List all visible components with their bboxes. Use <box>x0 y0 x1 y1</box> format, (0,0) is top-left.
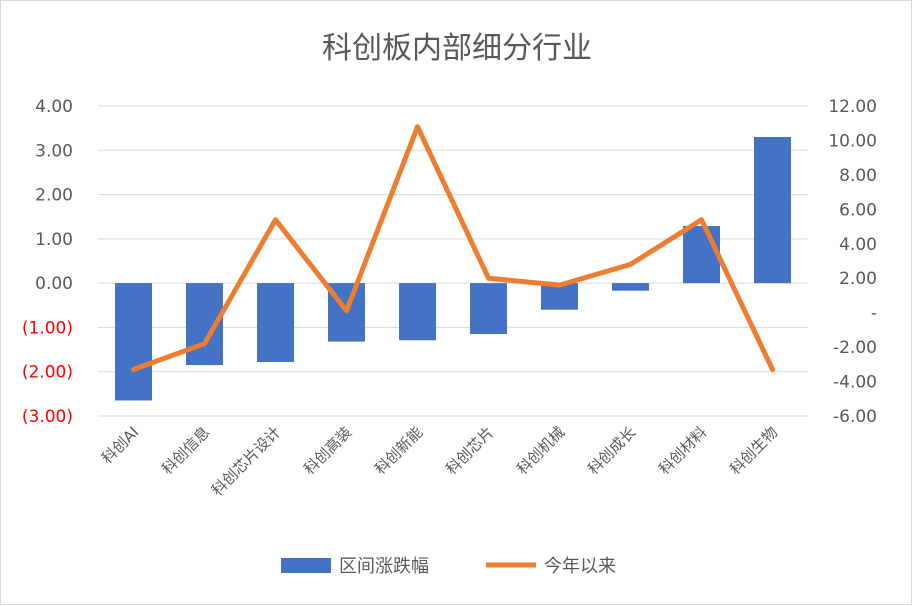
category-label: 科创机械 <box>513 423 568 478</box>
category-label: 科创芯片 <box>442 423 497 478</box>
left-tick-label: (3.00) <box>22 407 73 427</box>
right-tick-label: -4.00 <box>833 373 877 393</box>
bar <box>754 137 791 283</box>
legend-bar-swatch <box>281 558 331 573</box>
left-tick-label: 2.00 <box>35 186 73 206</box>
left-tick-label: 1.00 <box>35 230 73 250</box>
legend-line-label: 今年以来 <box>544 556 616 577</box>
left-tick-label: (2.00) <box>22 363 73 383</box>
chart-title: 科创板内部细分行业 <box>322 31 592 66</box>
right-axis: 12.00 10.00 8.00 6.00 4.00 2.00 - -2.00 -4.00 -6.… <box>828 97 877 427</box>
category-label: 科创成长 <box>584 423 639 478</box>
legend-bar-label: 区间涨跌幅 <box>339 556 429 577</box>
bar <box>612 283 649 291</box>
category-label: 科创材料 <box>655 423 710 478</box>
bar <box>399 283 436 340</box>
left-tick-label: 0.00 <box>35 274 73 294</box>
left-tick-label: 4.00 <box>35 97 73 117</box>
category-label: 科创高装 <box>300 423 355 478</box>
right-tick-label: -2.00 <box>833 338 877 358</box>
category-label: 科创生物 <box>726 423 781 478</box>
right-tick-label: -6.00 <box>833 407 877 427</box>
left-tick-label: 3.00 <box>35 141 73 161</box>
right-tick-label: 12.00 <box>828 97 877 117</box>
right-tick-label: 2.00 <box>839 269 877 289</box>
category-axis: 科创AI 科创信息科创芯片设计科创高装科创新能科创芯片科创机械科创成长科创材料科创… <box>98 423 781 499</box>
left-tick-label: (1.00) <box>22 318 73 338</box>
category-label: 科创芯片设计 <box>208 423 284 499</box>
bar <box>683 226 720 283</box>
bar-layer <box>115 137 791 401</box>
right-tick-label: 8.00 <box>839 166 877 186</box>
right-tick-label: 4.00 <box>839 235 877 255</box>
right-tick-label: 10.00 <box>828 131 877 151</box>
line-layer <box>133 127 772 370</box>
legend: 区间涨跌幅 今年以来 <box>281 556 616 577</box>
right-tick-label: - <box>871 304 877 324</box>
bar <box>470 283 507 334</box>
series-line <box>134 127 773 370</box>
bar <box>257 283 294 362</box>
right-tick-label: 6.00 <box>839 200 877 220</box>
category-label: 科创AI <box>98 423 142 467</box>
category-label: 科创新能 <box>371 423 426 478</box>
category-label: 科创信息 <box>158 423 213 478</box>
left-axis: 4.00 3.00 2.00 1.00 0.00 (1.00) (2.00) (3.00) <box>22 97 73 427</box>
bar <box>115 283 152 400</box>
